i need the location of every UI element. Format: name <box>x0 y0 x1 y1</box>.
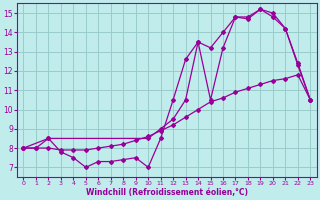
X-axis label: Windchill (Refroidissement éolien,°C): Windchill (Refroidissement éolien,°C) <box>86 188 248 197</box>
